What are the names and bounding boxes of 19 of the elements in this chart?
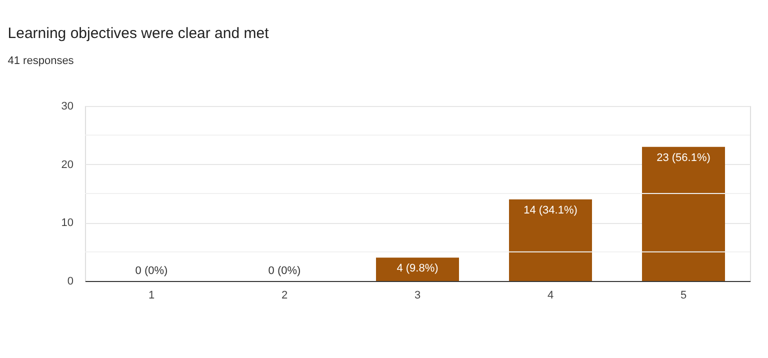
bar	[509, 199, 592, 281]
data-label: 14 (34.1%)	[524, 204, 578, 216]
chart-title: Learning objectives were clear and met	[8, 25, 270, 42]
bar	[376, 258, 459, 281]
data-label: 4 (9.8%)	[396, 262, 438, 275]
chart-subtitle: 41 responses	[8, 55, 74, 67]
x-tick-label: 1	[148, 290, 155, 302]
data-label: 0 (0%)	[135, 265, 168, 277]
bar	[642, 146, 725, 281]
y-tick-label: 30	[61, 100, 74, 112]
y-tick-label: 10	[61, 217, 74, 230]
x-tick-label: 3	[414, 290, 421, 302]
y-tick-label: 20	[61, 158, 74, 171]
x-tick-label: 2	[281, 290, 288, 302]
y-tick-label: 0	[67, 276, 74, 288]
data-label: 0 (0%)	[268, 265, 301, 277]
x-tick-label: 5	[680, 290, 687, 302]
x-tick-label: 4	[547, 290, 554, 302]
data-label: 23 (56.1%)	[656, 152, 710, 164]
